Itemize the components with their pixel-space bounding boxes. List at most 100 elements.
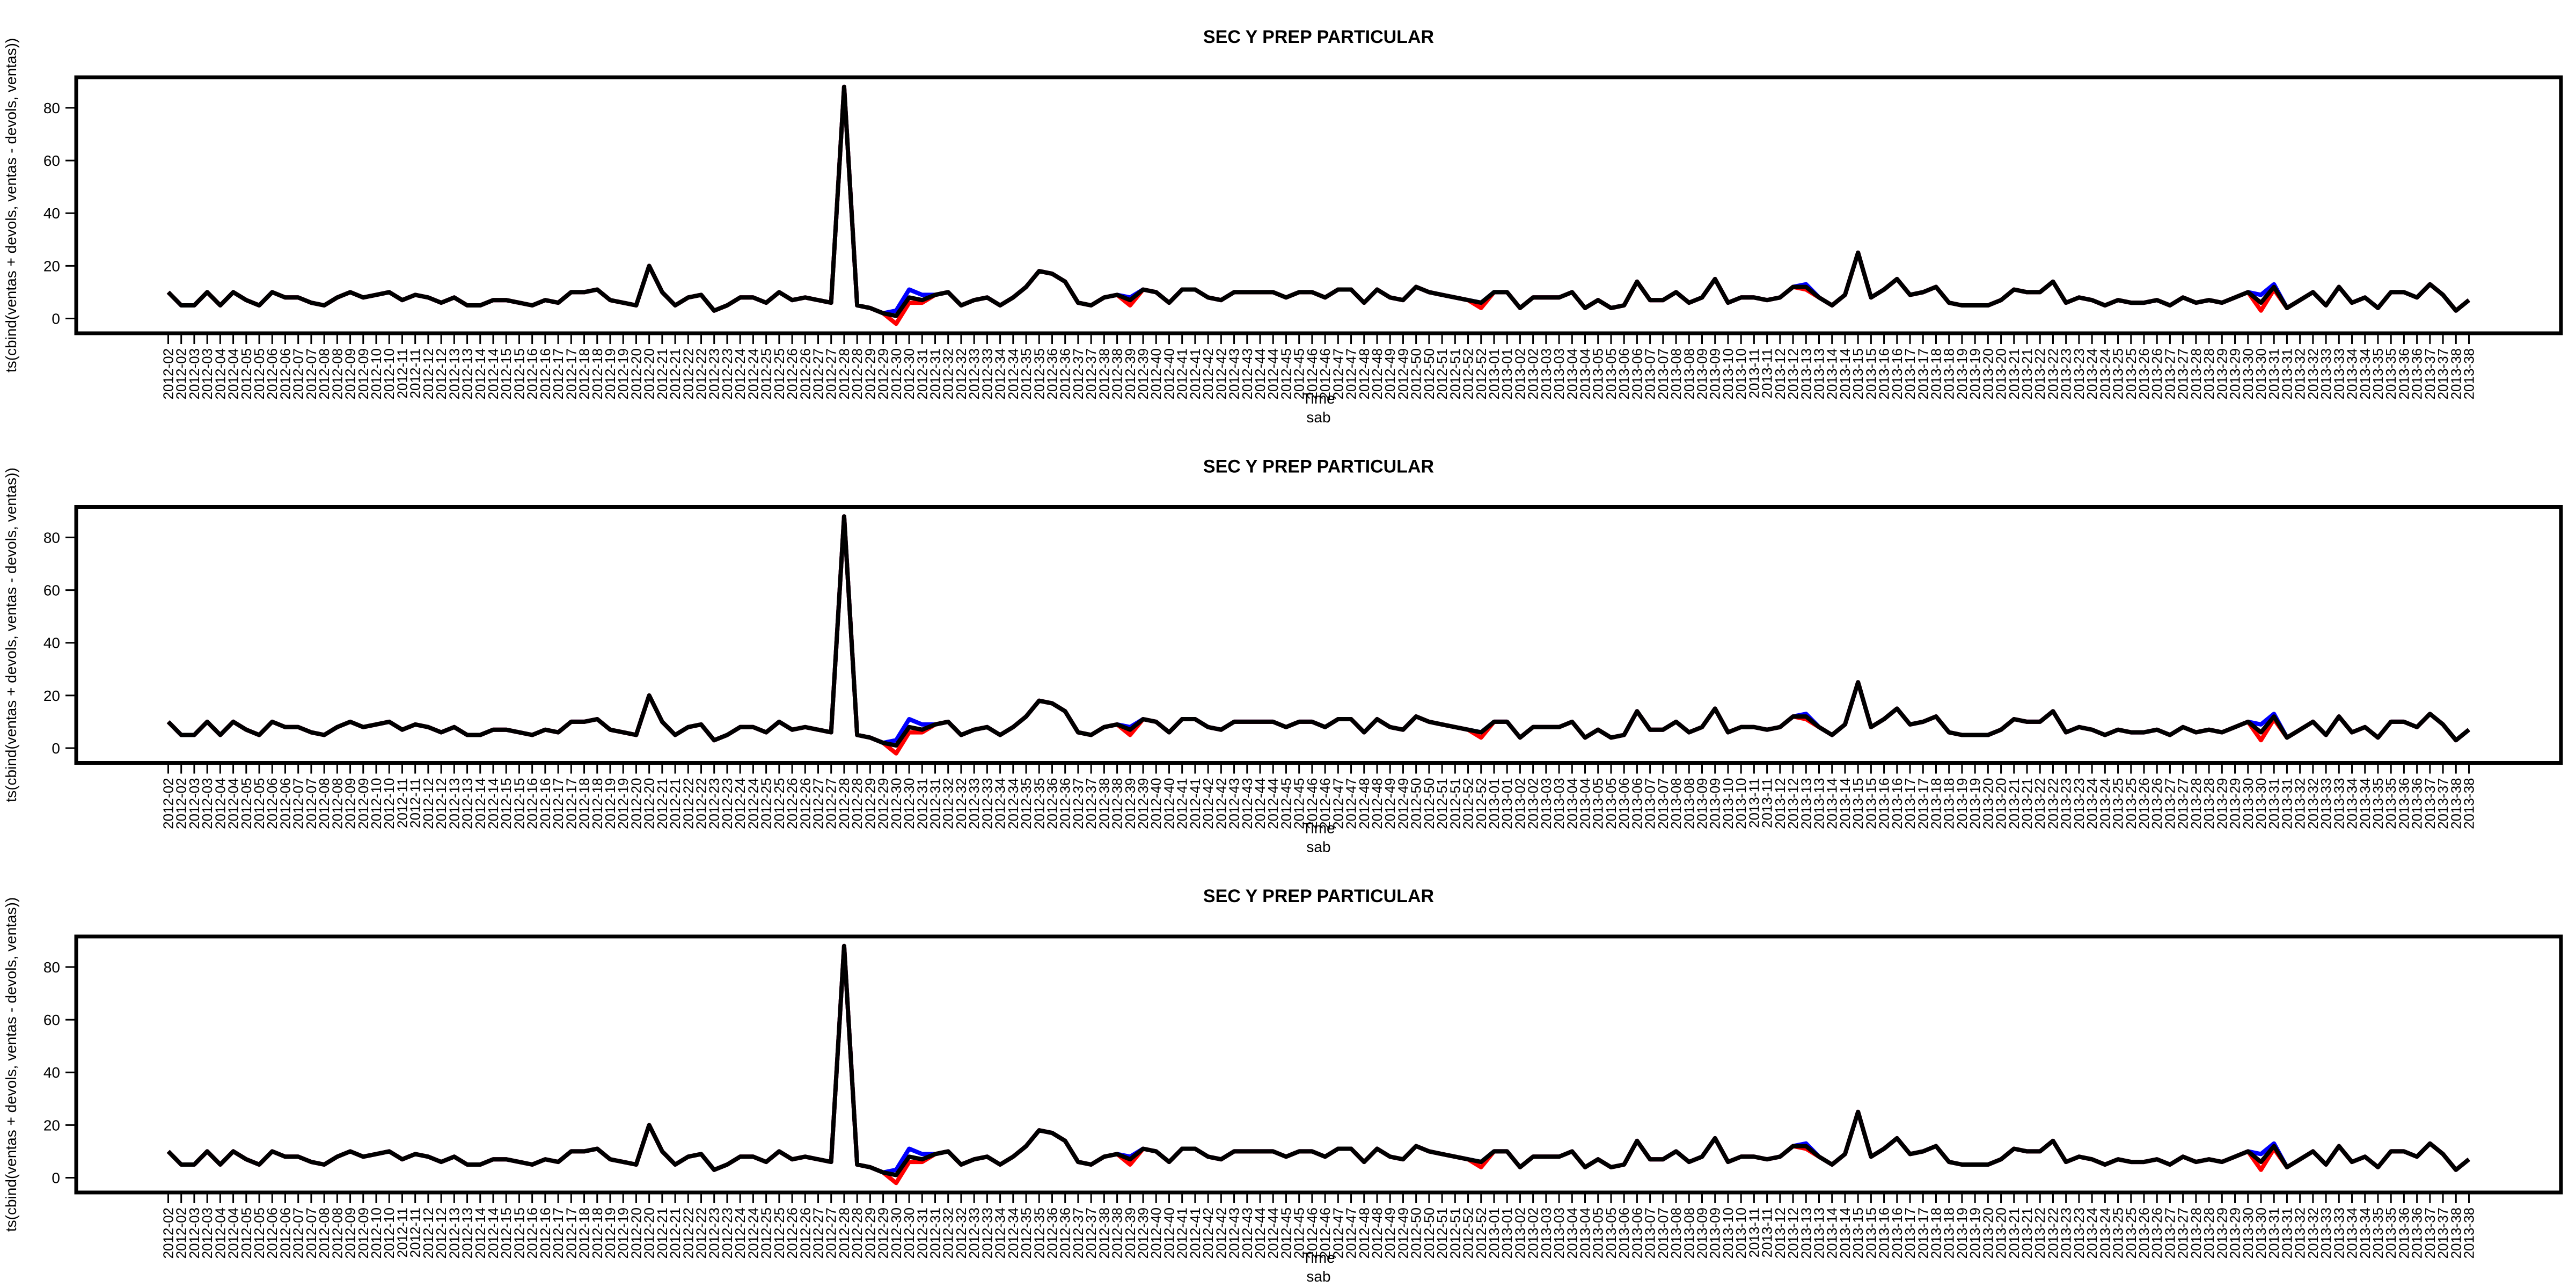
- x-tick-label: 2012-13: [459, 348, 475, 399]
- x-tick-label: 2012-43: [1226, 778, 1242, 829]
- x-tick-label: 2012-46: [1317, 1208, 1333, 1258]
- y-axis-label: ts(cbind(ventas + devols, ventas - devol…: [3, 897, 19, 1232]
- x-tick-label: 2013-32: [2292, 1208, 2308, 1258]
- x-tick-label: 2013-29: [2227, 1208, 2243, 1258]
- x-tick-label: 2013-38: [2461, 1208, 2477, 1258]
- x-tick-label: 2012-51: [1447, 1208, 1463, 1258]
- x-tick-label: 2012-20: [628, 778, 644, 829]
- subtitle: sab: [1306, 839, 1330, 855]
- x-tick-label: 2012-44: [1265, 348, 1281, 399]
- x-tick-label: 2012-36: [1057, 778, 1073, 829]
- x-tick-label: 2012-08: [316, 1208, 332, 1258]
- x-tick-label: 2012-10: [368, 1208, 384, 1258]
- x-tick-label: 2012-07: [290, 348, 306, 399]
- x-tick-label: 2012-13: [446, 1208, 462, 1258]
- x-tick-label: 2012-26: [784, 1208, 800, 1258]
- x-tick-label: 2012-30: [888, 778, 904, 829]
- x-tick-label: 2012-17: [550, 778, 566, 829]
- x-tick-label: 2013-08: [1668, 1208, 1684, 1258]
- x-tick-label: 2012-03: [186, 348, 202, 399]
- x-tick-label: 2012-10: [368, 778, 384, 829]
- x-tick-label: 2012-41: [1174, 1208, 1190, 1258]
- x-tick-label: 2013-29: [2227, 778, 2243, 829]
- x-tick-label: 2012-10: [381, 1208, 397, 1258]
- x-tick-label: 2012-33: [966, 778, 982, 829]
- x-tick-label: 2012-27: [810, 348, 826, 399]
- y-tick-label: 60: [43, 1012, 60, 1028]
- x-tick-label: 2013-11: [1759, 778, 1775, 829]
- x-tick-label: 2012-43: [1239, 1208, 1255, 1258]
- x-tick-label: 2013-27: [2175, 778, 2191, 829]
- x-tick-label: 2013-18: [1941, 348, 1957, 399]
- x-tick-label: 2012-21: [667, 778, 683, 829]
- x-tick-label: 2012-48: [1356, 1208, 1372, 1258]
- x-tick-label: 2012-04: [225, 348, 241, 399]
- x-tick-label: 2012-41: [1187, 348, 1203, 399]
- x-tick-label: 2013-38: [2461, 778, 2477, 829]
- x-tick-label: 2012-28: [836, 1208, 852, 1258]
- x-tick-label: 2012-51: [1447, 348, 1463, 399]
- x-tick-label: 2012-10: [381, 778, 397, 829]
- x-tick-label: 2012-16: [537, 778, 553, 829]
- x-tick-label: 2012-16: [524, 778, 540, 829]
- x-tick-label: 2012-17: [563, 778, 579, 829]
- x-tick-label: 2012-17: [550, 348, 566, 399]
- x-tick-label: 2012-25: [771, 778, 787, 829]
- x-tick-label: 2013-01: [1486, 778, 1502, 829]
- x-tick-label: 2013-20: [1980, 348, 1996, 399]
- x-tick-label: 2013-20: [1980, 1208, 1996, 1258]
- panel: SEC Y PREP PARTICULAR ts(cbind(ventas + d…: [3, 27, 2563, 426]
- y-tick-label: 60: [43, 152, 60, 169]
- x-tick-label: 2013-37: [2435, 778, 2451, 829]
- x-tick-label: 2012-44: [1265, 1208, 1281, 1258]
- x-tick-label: 2013-06: [1616, 348, 1632, 399]
- x-tick-label: 2013-31: [2266, 1208, 2282, 1258]
- x-tick-label: 2012-13: [446, 778, 462, 829]
- x-tick-label: 2013-04: [1564, 348, 1580, 399]
- x-tick-label: 2012-14: [485, 778, 501, 829]
- x-tick-label: 2013-16: [1889, 778, 1905, 829]
- panel: SEC Y PREP PARTICULAR ts(cbind(ventas + d…: [3, 457, 2563, 855]
- x-tick-label: 2013-33: [2331, 1208, 2347, 1258]
- x-tick-label: 2012-39: [1135, 348, 1151, 399]
- x-tick-label: 2012-12: [420, 778, 436, 829]
- x-tick-label: 2013-27: [2162, 348, 2178, 399]
- x-axis-label: Time: [1302, 390, 1335, 407]
- x-tick-label: 2012-27: [810, 778, 826, 829]
- x-tick-label: 2012-27: [823, 1208, 839, 1258]
- x-tick-label: 2013-28: [2188, 778, 2204, 829]
- x-tick-label: 2012-45: [1278, 1208, 1294, 1258]
- x-tick-label: 2012-32: [940, 778, 956, 829]
- x-tick-label: 2013-38: [2461, 348, 2477, 399]
- x-tick-label: 2013-15: [1850, 1208, 1866, 1258]
- subtitle: sab: [1306, 1268, 1330, 1285]
- x-tick-label: 2013-38: [2448, 348, 2464, 399]
- x-tick-label: 2013-37: [2435, 348, 2451, 399]
- x-tick-label: 2012-06: [277, 778, 293, 829]
- x-tick-label: 2013-21: [2019, 348, 2035, 399]
- x-tick-label: 2012-18: [576, 348, 592, 399]
- x-tick-label: 2012-11: [407, 1208, 423, 1258]
- x-tick-label: 2013-20: [1993, 348, 2009, 399]
- x-tick-label: 2012-42: [1213, 1208, 1229, 1258]
- x-tick-label: 2012-34: [1005, 778, 1021, 829]
- x-tick-label: 2013-22: [2045, 348, 2061, 399]
- x-tick-label: 2013-10: [1733, 348, 1749, 399]
- x-tick-label: 2012-42: [1213, 348, 1229, 399]
- x-tick-label: 2012-44: [1252, 778, 1268, 829]
- x-tick-label: 2013-38: [2448, 1208, 2464, 1258]
- x-tick-label: 2013-20: [1993, 778, 2009, 829]
- x-tick-label: 2013-22: [2032, 348, 2048, 399]
- x-tick-label: 2012-46: [1317, 778, 1333, 829]
- x-tick-label: 2012-29: [875, 348, 891, 399]
- x-tick-label: 2013-28: [2201, 1208, 2217, 1258]
- x-tick-label: 2013-15: [1863, 1208, 1879, 1258]
- x-tick-label: 2013-27: [2162, 1208, 2178, 1258]
- x-tick-label: 2013-36: [2396, 348, 2412, 399]
- x-tick-label: 2012-05: [251, 1208, 267, 1258]
- x-tick-label: 2012-51: [1447, 778, 1463, 829]
- x-tick-label: 2012-07: [303, 348, 319, 399]
- x-tick-label: 2013-38: [2448, 778, 2464, 829]
- x-tick-label: 2012-44: [1252, 348, 1268, 399]
- x-tick-label: 2013-09: [1694, 1208, 1710, 1258]
